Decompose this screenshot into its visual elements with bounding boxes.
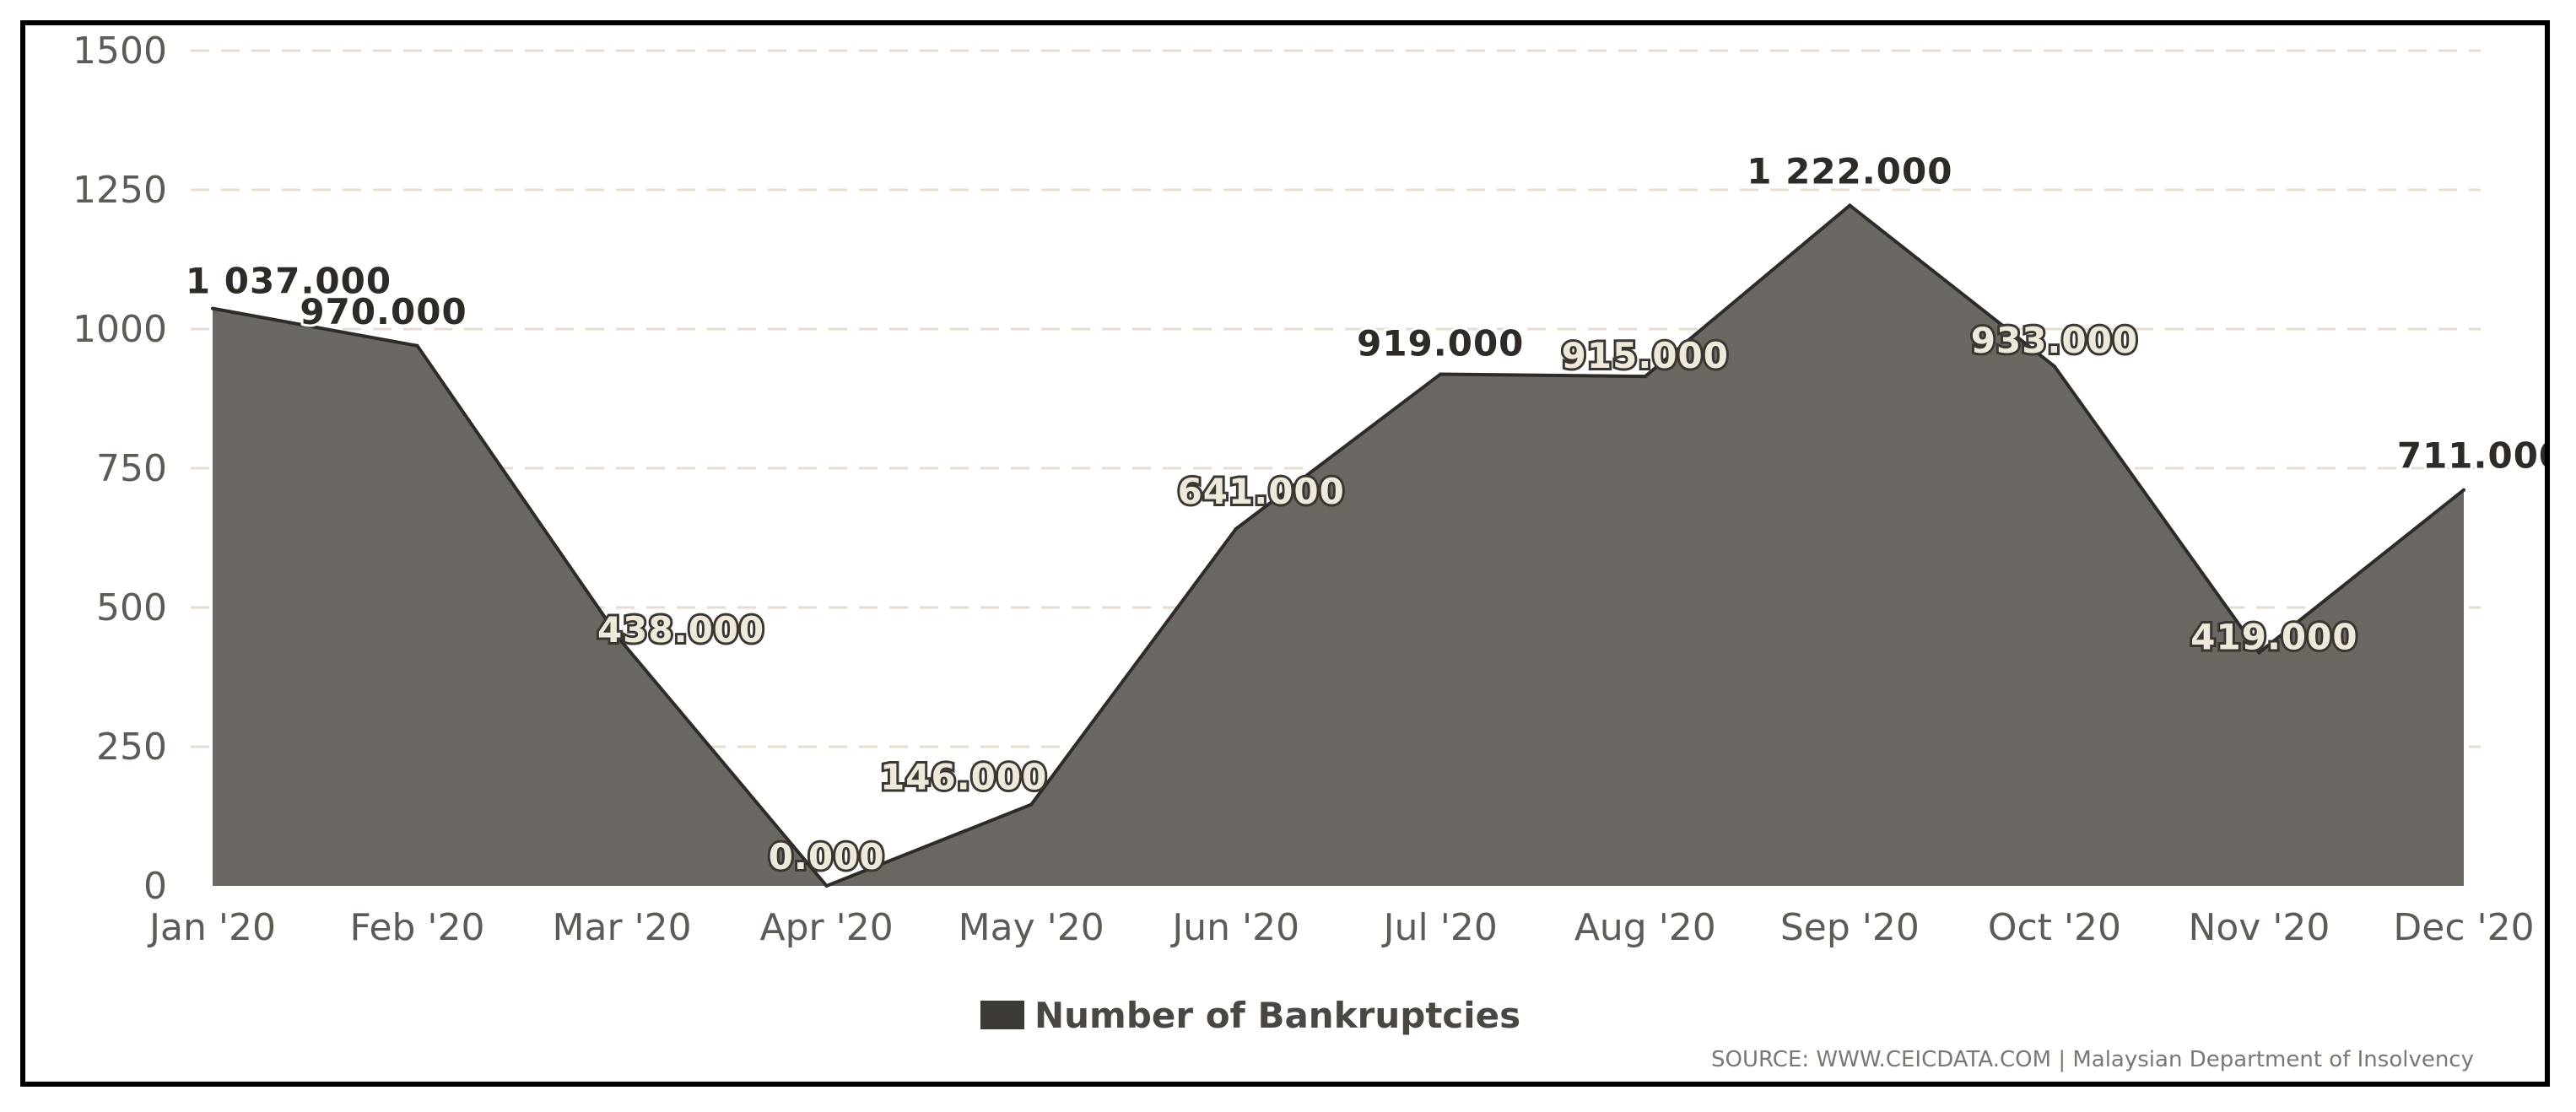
y-tick-label: 1250 xyxy=(73,169,167,212)
x-tick-label: Feb '20 xyxy=(350,906,485,949)
x-tick-label: Oct '20 xyxy=(1988,906,2121,949)
y-tick-label: 1000 xyxy=(73,308,167,351)
area-line xyxy=(212,202,2465,888)
x-tick-label: Sep '20 xyxy=(1780,906,1920,949)
data-point[interactable] xyxy=(2462,488,2465,492)
data-label: 419.000 xyxy=(2190,616,2357,657)
data-label: 1 222.000 xyxy=(1747,150,1952,192)
data-point[interactable] xyxy=(415,343,419,348)
x-tick-label: May '20 xyxy=(959,906,1104,949)
data-point[interactable] xyxy=(824,884,829,888)
x-tick-label: Jul '20 xyxy=(1381,906,1498,949)
y-tick-label: 750 xyxy=(96,447,167,490)
data-point[interactable] xyxy=(1643,375,1647,379)
y-tick-label: 1500 xyxy=(73,30,167,73)
data-label: 438.000 xyxy=(597,609,764,650)
legend[interactable]: Number of Bankruptcies xyxy=(980,995,1520,1036)
data-label: 641.000 xyxy=(1178,471,1345,512)
y-tick-label: 500 xyxy=(96,586,167,629)
legend-swatch xyxy=(980,1001,1024,1029)
area-series xyxy=(211,202,2465,888)
legend-label: Number of Bankruptcies xyxy=(1034,995,1520,1036)
data-label: 0.000 xyxy=(769,836,885,877)
data-point[interactable] xyxy=(620,640,624,644)
data-label: 711.000 xyxy=(2397,435,2545,477)
data-label: 146.000 xyxy=(880,757,1047,798)
data-point[interactable] xyxy=(2257,650,2261,655)
area-fill xyxy=(213,205,2464,887)
x-tick-label: Jun '20 xyxy=(1169,906,1299,949)
x-tick-label: Mar '20 xyxy=(553,906,692,949)
source-note: SOURCE: WWW.CEICDATA.COM | Malaysian Dep… xyxy=(1711,1047,2474,1072)
x-tick-label: Nov '20 xyxy=(2188,906,2330,949)
data-point[interactable] xyxy=(1029,802,1034,807)
x-axis-ticks: Jan '20 Feb '20 Mar '20 Apr '20 May '20 Jun '… xyxy=(147,906,2535,949)
x-tick-label: Jan '20 xyxy=(147,906,276,949)
data-label: 915.000 xyxy=(1562,335,1729,376)
bankruptcies-area-chart: 0 250 500 750 1000 1250 1500 Jan '20 Feb '20 Mar… xyxy=(73,30,2545,1072)
x-tick-label: Dec '20 xyxy=(2393,906,2534,949)
y-tick-label: 0 xyxy=(143,865,167,908)
data-label: 1 037.000 xyxy=(186,261,392,302)
data-point[interactable] xyxy=(1848,203,1852,208)
x-tick-label: Apr '20 xyxy=(760,906,894,949)
data-point[interactable] xyxy=(211,306,214,310)
data-label: 970.000 xyxy=(300,291,467,332)
data-point[interactable] xyxy=(1439,372,1443,376)
data-label: 933.000 xyxy=(1971,320,2138,361)
data-point[interactable] xyxy=(2052,364,2056,369)
y-tick-label: 250 xyxy=(96,726,167,769)
data-point[interactable] xyxy=(1234,526,1238,531)
y-axis-ticks: 0 250 500 750 1000 1250 1500 xyxy=(73,30,167,908)
data-label: 919.000 xyxy=(1357,322,1524,364)
chart-frame: 0 250 500 750 1000 1250 1500 Jan '20 Feb '20 Mar… xyxy=(20,20,2550,1087)
x-tick-label: Aug '20 xyxy=(1574,906,1716,949)
